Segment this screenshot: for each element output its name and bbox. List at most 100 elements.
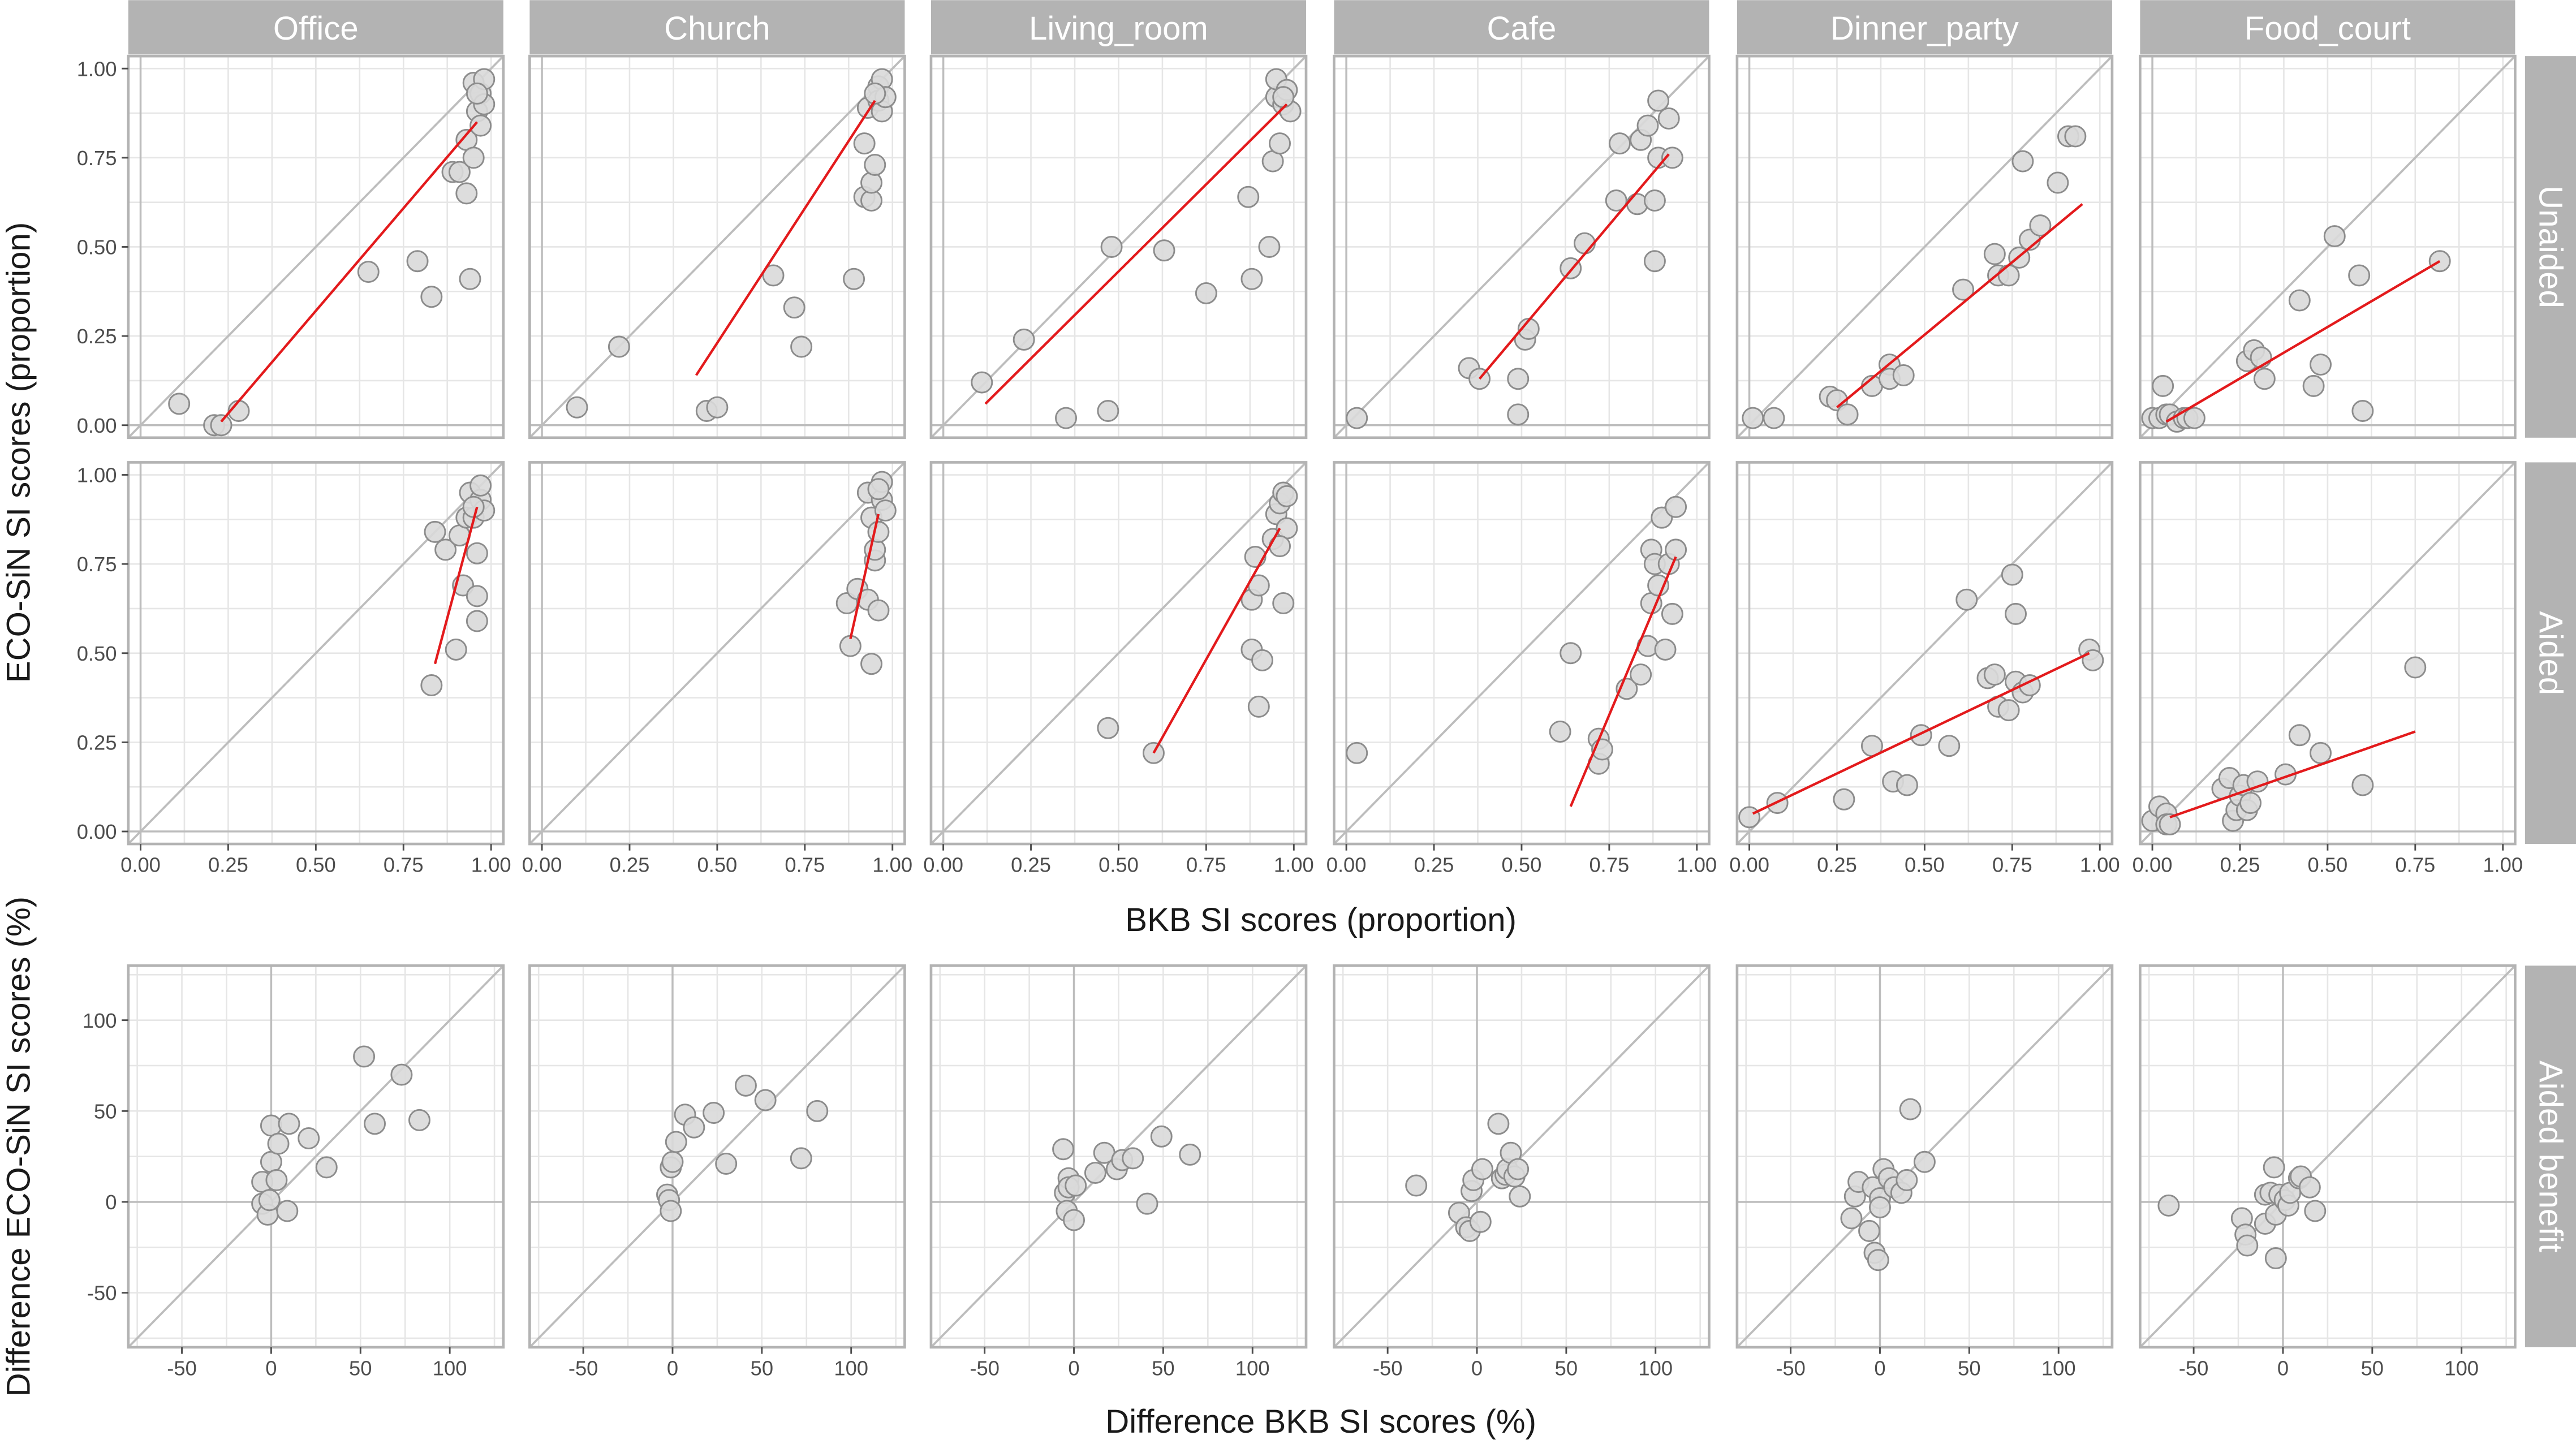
panel-unaided-office bbox=[127, 54, 505, 439]
identity-line bbox=[127, 964, 505, 1348]
panel-aided-cafe bbox=[1333, 461, 1711, 846]
identity-line bbox=[1333, 964, 1710, 1348]
data-point bbox=[1560, 642, 1582, 665]
data-point bbox=[1084, 1162, 1106, 1184]
data-point bbox=[1122, 1147, 1144, 1170]
column-strip-bg bbox=[529, 0, 905, 55]
fit-line bbox=[1569, 556, 1677, 807]
y-axis-title-top: ECO-SiN SI scores (proportion) bbox=[0, 222, 37, 683]
data-point bbox=[2011, 150, 2034, 173]
panel-border bbox=[2139, 964, 2517, 1349]
y-tick-label: 0.25 bbox=[77, 731, 117, 754]
points bbox=[656, 1074, 829, 1222]
x-tick-label: 1.00 bbox=[1274, 854, 1314, 877]
column-strip-label: Office bbox=[273, 10, 359, 47]
panel-aided-church bbox=[528, 461, 906, 846]
column-strip-food-court: Food_court bbox=[2140, 0, 2515, 55]
data-point bbox=[1100, 235, 1123, 258]
data-point bbox=[267, 1132, 290, 1155]
data-point bbox=[703, 1102, 725, 1124]
data-point bbox=[424, 520, 446, 543]
x-tick-label: 50 bbox=[349, 1356, 372, 1380]
data-point bbox=[1142, 742, 1165, 764]
data-point bbox=[1346, 742, 1368, 764]
column-strip-label: Living_room bbox=[1029, 10, 1208, 47]
data-point bbox=[2236, 1234, 2259, 1257]
data-point bbox=[1608, 132, 1631, 155]
data-point bbox=[276, 1200, 299, 1222]
data-point bbox=[1469, 1210, 1492, 1233]
x-tick-label: 1.00 bbox=[872, 854, 912, 877]
points bbox=[1405, 1113, 1531, 1242]
gridlines bbox=[128, 56, 503, 438]
x-tick-label: 0.75 bbox=[1186, 854, 1226, 877]
data-point bbox=[1195, 282, 1217, 304]
data-point bbox=[971, 371, 993, 394]
x-tick-label: 1.00 bbox=[1677, 854, 1717, 877]
data-point bbox=[1179, 1143, 1201, 1166]
x-tick-label: 0.50 bbox=[1502, 854, 1542, 877]
data-point bbox=[683, 1116, 705, 1139]
panel-border bbox=[528, 964, 906, 1349]
panel-aided-benefit-cafe bbox=[1333, 964, 1711, 1349]
data-point bbox=[298, 1127, 320, 1149]
data-point bbox=[790, 1147, 812, 1170]
points bbox=[1097, 481, 1298, 764]
data-point bbox=[1153, 239, 1175, 262]
data-point bbox=[2029, 214, 2052, 237]
data-point bbox=[715, 1152, 738, 1175]
points bbox=[251, 1045, 430, 1226]
column-strip-cafe: Cafe bbox=[1334, 0, 1709, 55]
data-point bbox=[1742, 407, 1764, 429]
data-point bbox=[390, 1063, 413, 1086]
panel-aided-living-room bbox=[929, 461, 1308, 846]
column-strip-bg bbox=[1334, 0, 1709, 55]
y-tick-label: -50 bbox=[87, 1282, 117, 1305]
y-tick-label: 0.75 bbox=[77, 146, 117, 170]
x-tick-label: 0.25 bbox=[2220, 854, 2260, 877]
panel-unaided-living-room bbox=[929, 54, 1308, 439]
data-point bbox=[1507, 368, 1530, 390]
column-strip-bg bbox=[931, 0, 1306, 55]
fit-line bbox=[849, 514, 880, 640]
data-point bbox=[1896, 1169, 1918, 1191]
data-point bbox=[1657, 107, 1680, 130]
data-point bbox=[2288, 724, 2311, 747]
data-point bbox=[1605, 189, 1627, 212]
row-strip-aided: Aided bbox=[2525, 462, 2576, 844]
data-point bbox=[853, 132, 876, 155]
x-tick-label: 100 bbox=[2041, 1356, 2076, 1380]
column-strip-dinner-party: Dinner_party bbox=[1737, 0, 2112, 55]
points bbox=[566, 68, 897, 423]
data-point bbox=[2082, 649, 2104, 671]
data-point bbox=[566, 396, 588, 419]
data-point bbox=[1237, 186, 1260, 208]
data-point bbox=[1647, 574, 1670, 597]
data-point bbox=[734, 1074, 757, 1097]
y-tick-label: 0.00 bbox=[77, 820, 117, 843]
fit-line bbox=[1752, 652, 2090, 815]
data-point bbox=[1240, 268, 1263, 290]
x-tick-label: 0.75 bbox=[1992, 854, 2032, 877]
data-point bbox=[466, 82, 488, 105]
data-point bbox=[1983, 663, 2006, 686]
data-point bbox=[1013, 328, 1035, 351]
data-point bbox=[2183, 407, 2205, 429]
data-point bbox=[790, 335, 813, 358]
x-tick-label: 0.25 bbox=[1817, 854, 1857, 877]
data-point bbox=[315, 1156, 338, 1179]
data-point bbox=[265, 1169, 288, 1191]
data-point bbox=[860, 653, 883, 675]
row-strip-bg bbox=[2525, 56, 2576, 438]
data-point bbox=[445, 638, 467, 661]
fit-line bbox=[220, 121, 479, 423]
data-point bbox=[448, 161, 471, 183]
points bbox=[168, 68, 496, 437]
x-tick-label: 0 bbox=[1068, 1356, 1079, 1380]
panel-aided-dinner-party bbox=[1735, 461, 2114, 846]
data-point bbox=[1899, 1098, 1922, 1120]
data-point bbox=[466, 585, 488, 607]
data-point bbox=[1507, 1158, 1530, 1180]
data-point bbox=[420, 674, 443, 697]
x-tick-label: 100 bbox=[2444, 1356, 2479, 1380]
